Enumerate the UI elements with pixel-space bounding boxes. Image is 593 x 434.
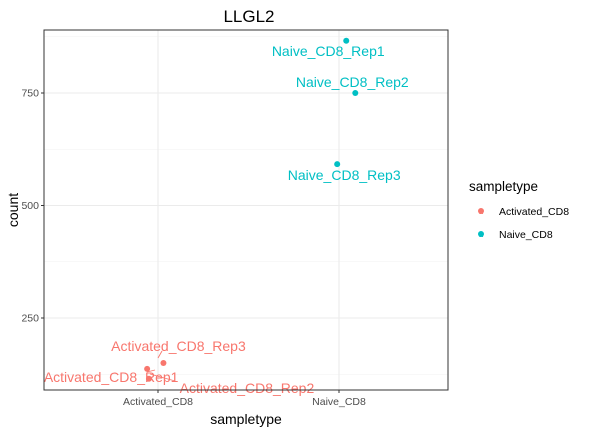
data-point-label: Activated_CD8_Rep3 xyxy=(111,338,246,354)
data-point-label: Naive_CD8_Rep2 xyxy=(296,74,409,90)
plot-panel-border xyxy=(43,29,449,391)
legend-key-point xyxy=(478,231,484,237)
x-tick-label: Naive_CD8 xyxy=(312,396,366,408)
axis-layer: 250 500 750 Activated_CD8 Naive_CD8 xyxy=(21,88,366,409)
data-point-label: Naive_CD8_Rep3 xyxy=(288,167,401,183)
data-point-label: Activated_CD8_Rep2 xyxy=(180,380,315,396)
data-point xyxy=(144,365,151,372)
data-point-label: Naive_CD8_Rep1 xyxy=(272,43,385,59)
y-tick-label: 250 xyxy=(21,313,39,325)
data-point xyxy=(145,375,152,382)
data-point xyxy=(160,360,167,366)
y-tick-label: 750 xyxy=(21,88,39,100)
label-leader-line xyxy=(157,350,163,359)
legend-entry-label: Naive_CD8 xyxy=(499,229,553,241)
label-leader-line xyxy=(146,369,156,373)
data-point-label: Activated_CD8_Rep1 xyxy=(44,369,179,385)
x-axis-title: sampletype xyxy=(210,411,282,427)
points-layer: Naive_CD8_Rep1 Naive_CD8_Rep2 Naive_CD8_Re… xyxy=(44,37,409,396)
chart-title: LLGL2 xyxy=(223,7,274,26)
y-axis-title: count xyxy=(5,193,21,227)
data-point xyxy=(352,90,359,96)
data-point xyxy=(334,161,341,168)
legend-key-point xyxy=(478,208,484,214)
legend-key-letter: a xyxy=(479,207,484,216)
legend-title: sampletype xyxy=(469,179,538,194)
legend-key-letter: a xyxy=(479,230,484,239)
y-tick-label: 500 xyxy=(21,200,39,212)
data-point xyxy=(343,37,350,44)
x-tick-label: Activated_CD8 xyxy=(123,396,193,408)
legend-entry-label: Activated_CD8 xyxy=(499,206,569,218)
label-leader-line xyxy=(149,373,176,382)
grid-layer xyxy=(44,30,448,390)
